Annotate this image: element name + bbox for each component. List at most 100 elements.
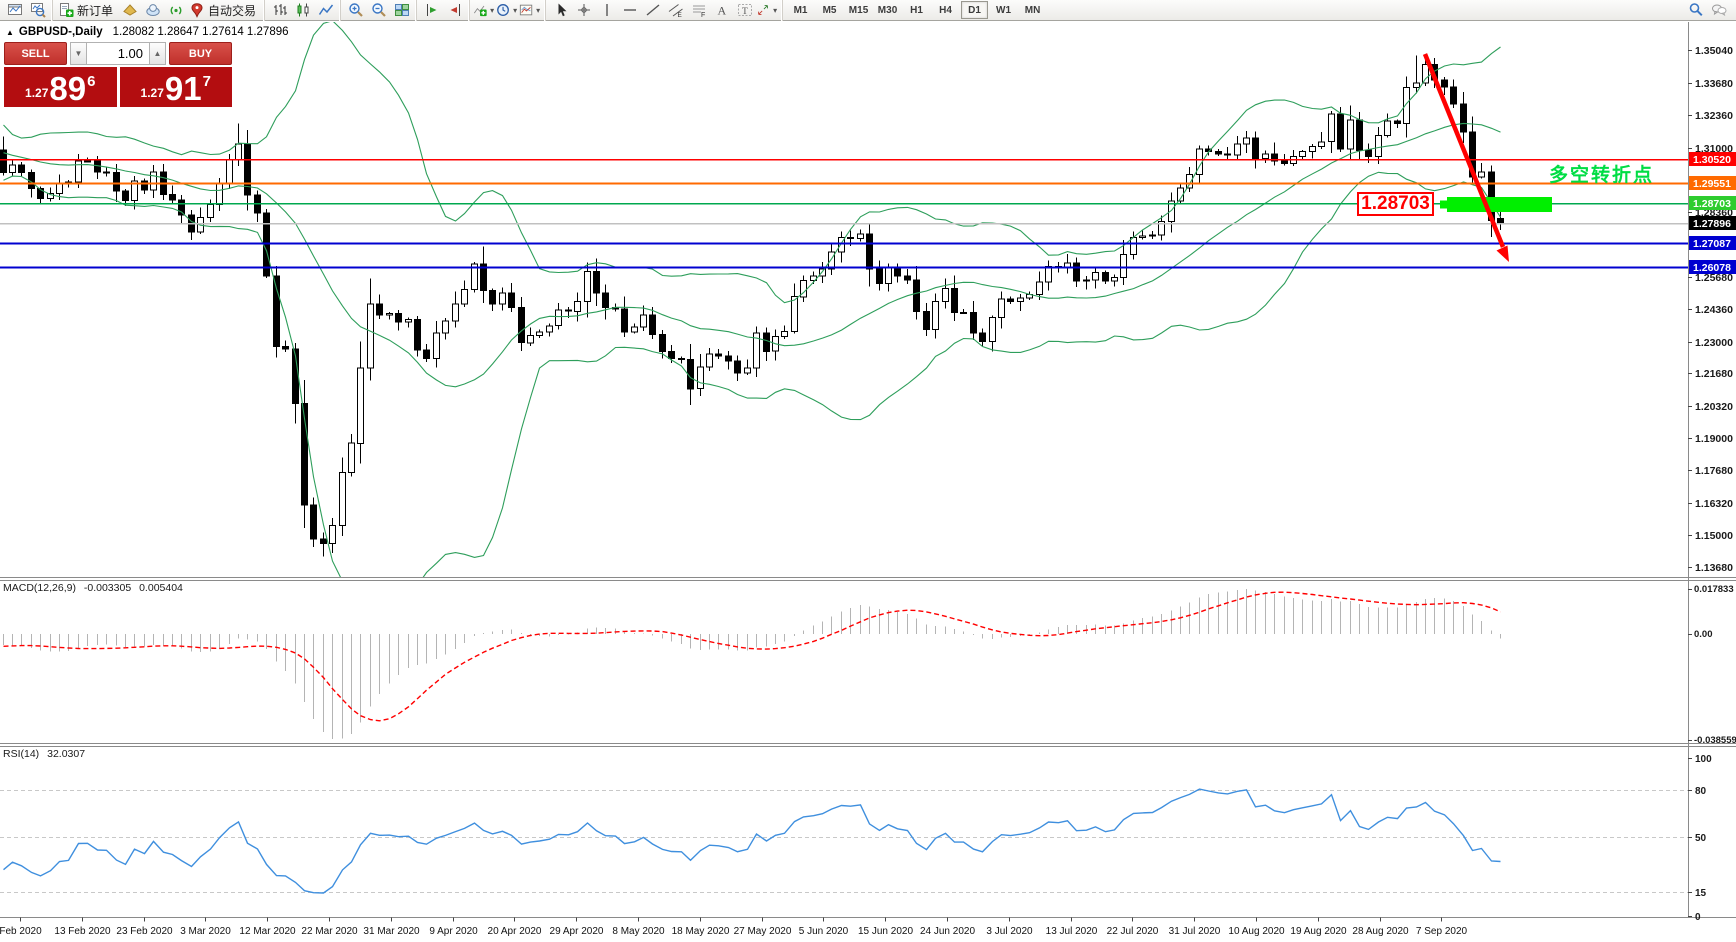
price-tick: 1.13680: [1695, 562, 1733, 574]
text-icon[interactable]: A: [710, 1, 733, 20]
date-tick: 5 Jun 2020: [799, 926, 849, 937]
expert-advisors-icon[interactable]: [118, 1, 141, 20]
timeframe-w1-button[interactable]: W1: [996, 4, 1012, 16]
chevron-down-icon[interactable]: ▾: [490, 5, 495, 15]
price-callout-label[interactable]: 1.28703: [1357, 192, 1434, 216]
chevron-down-icon[interactable]: ▾: [513, 5, 518, 15]
svg-text:F: F: [701, 12, 705, 18]
bar-chart-icon[interactable]: [268, 1, 291, 20]
svg-text:1.27896: 1.27896: [1693, 218, 1731, 230]
buy-button[interactable]: BUY: [169, 42, 232, 65]
buy-price-display[interactable]: 1.27 91 7: [119, 67, 232, 107]
new-order-button[interactable]: 新订单: [56, 1, 118, 20]
date-tick: 18 May 2020: [672, 926, 730, 937]
buy-price-big: 91: [164, 70, 202, 107]
buy-price-small: 1.27: [140, 86, 164, 100]
chevron-down-icon[interactable]: ▾: [773, 5, 778, 15]
autotrading-button[interactable]: 自动交易: [187, 1, 261, 20]
periods-icon[interactable]: ▾: [496, 1, 519, 20]
svg-text:80: 80: [1695, 786, 1707, 797]
pivot-annotation-text[interactable]: 多空转折点: [1549, 165, 1655, 186]
macd-pane: [2, 589, 1502, 739]
timeframe-d1-button[interactable]: D1: [961, 1, 989, 19]
trendline-icon[interactable]: [641, 1, 664, 20]
chevron-down-icon[interactable]: ▾: [536, 5, 541, 15]
svg-text:T: T: [742, 7, 748, 17]
bollinger-middle: [3, 122, 1501, 388]
support-zone-rect[interactable]: [1440, 197, 1552, 212]
macd-name: MACD(12,26,9): [3, 582, 76, 594]
collapse-panel-icon[interactable]: ▲: [6, 27, 14, 37]
zoom-in-icon[interactable]: [344, 1, 367, 20]
timeframe-m15-button[interactable]: M15: [848, 4, 869, 16]
volume-input[interactable]: 1.00: [87, 42, 149, 65]
equidistant-channel-icon[interactable]: E: [664, 1, 687, 20]
toolbar-group: E F A T ▾: [545, 0, 782, 21]
chart-profiles-icon[interactable]: [26, 1, 49, 20]
auto-scroll-icon[interactable]: [420, 1, 443, 20]
timeframe-m30-button[interactable]: M30: [877, 4, 898, 16]
terminal-icon[interactable]: [141, 1, 164, 20]
time-axis[interactable]: Feb 2020 13 Feb 2020 23 Feb 2020 3 Mar 2020…: [0, 917, 1468, 938]
templates-icon[interactable]: ▾: [519, 1, 542, 20]
timeframe-mn-button[interactable]: MN: [1024, 4, 1041, 16]
rsi-axis[interactable]: 100 80 50 15 0: [1688, 754, 1712, 923]
signals-icon[interactable]: [164, 1, 187, 20]
date-tick: 8 May 2020: [612, 926, 665, 937]
price-tag: 1.28703: [1689, 196, 1736, 210]
timeframe-m5-button[interactable]: M5: [822, 4, 837, 16]
timeframe-h1-button[interactable]: H1: [910, 4, 923, 16]
indicators-icon[interactable]: ▾: [473, 1, 496, 20]
macd-axis[interactable]: 0.017833 0.00 -0.038559: [1688, 584, 1736, 746]
price-tick: 1.17680: [1695, 465, 1733, 477]
zoom-out-icon[interactable]: [367, 1, 390, 20]
svg-text:A: A: [717, 4, 726, 18]
timeframe-m1-button[interactable]: M1: [793, 4, 808, 16]
rsi-name: RSI(14): [3, 748, 40, 760]
svg-text:0.00: 0.00: [1694, 629, 1713, 640]
volume-increase-button[interactable]: ▲: [149, 42, 166, 65]
text-label-icon[interactable]: T: [733, 1, 756, 20]
macd-label: MACD(12,26,9) -0.003305 0.005404: [3, 582, 183, 594]
fibonacci-icon[interactable]: F: [687, 1, 710, 20]
svg-text:-0.038559: -0.038559: [1694, 735, 1736, 746]
date-tick: 3 Jul 2020: [986, 926, 1033, 937]
price-tag: 1.29551: [1689, 176, 1736, 190]
chart-canvas[interactable]: 1.350401.336801.323601.310001.283601.256…: [0, 22, 1736, 942]
vertical-line-icon[interactable]: [595, 1, 618, 20]
toolbar-group: M1 M5 M15 M30 H1 H4 D1 W1 MN: [782, 0, 1050, 21]
arrows-icon[interactable]: ▾: [756, 1, 779, 20]
toolbar-group: [416, 0, 469, 21]
volume-decrease-button[interactable]: ▼: [70, 42, 87, 65]
crosshair-icon[interactable]: [572, 1, 595, 20]
svg-text:50: 50: [1695, 833, 1707, 844]
horizontal-line-icon[interactable]: [618, 1, 641, 20]
cursor-icon[interactable]: [549, 1, 572, 20]
timeframe-h4-button[interactable]: H4: [939, 4, 952, 16]
date-tick: 13 Feb 2020: [54, 926, 111, 937]
rsi-value: 32.0307: [47, 748, 86, 760]
pane-separators[interactable]: [0, 22, 1736, 918]
price-tick: 1.25680: [1695, 272, 1733, 284]
svg-text:0.017833: 0.017833: [1694, 584, 1734, 595]
tile-windows-icon[interactable]: [390, 1, 413, 20]
date-tick: 22 Mar 2020: [301, 926, 358, 937]
trend-arrow[interactable]: [1422, 53, 1509, 262]
svg-text:1.29551: 1.29551: [1693, 178, 1731, 190]
candlestick-chart-icon[interactable]: [291, 1, 314, 20]
date-tick: 12 Mar 2020: [239, 926, 296, 937]
sell-button[interactable]: SELL: [4, 42, 67, 65]
date-tick: 22 Jul 2020: [1107, 926, 1159, 937]
price-axis[interactable]: 1.350401.336801.323601.310001.283601.256…: [1688, 45, 1736, 574]
date-tick: Feb 2020: [0, 926, 42, 937]
date-tick: 9 Apr 2020: [429, 926, 478, 937]
svg-text:100: 100: [1695, 754, 1712, 765]
line-chart-icon[interactable]: [314, 1, 337, 20]
chart-shift-icon[interactable]: [443, 1, 466, 20]
sell-price-display[interactable]: 1.27 89 6: [4, 67, 117, 107]
svg-text:1.27087: 1.27087: [1693, 238, 1731, 250]
search-icon[interactable]: [1684, 1, 1707, 20]
svg-text:1.26078: 1.26078: [1693, 262, 1731, 274]
chat-icon[interactable]: [1707, 1, 1730, 20]
new-chart-icon[interactable]: [3, 1, 26, 20]
